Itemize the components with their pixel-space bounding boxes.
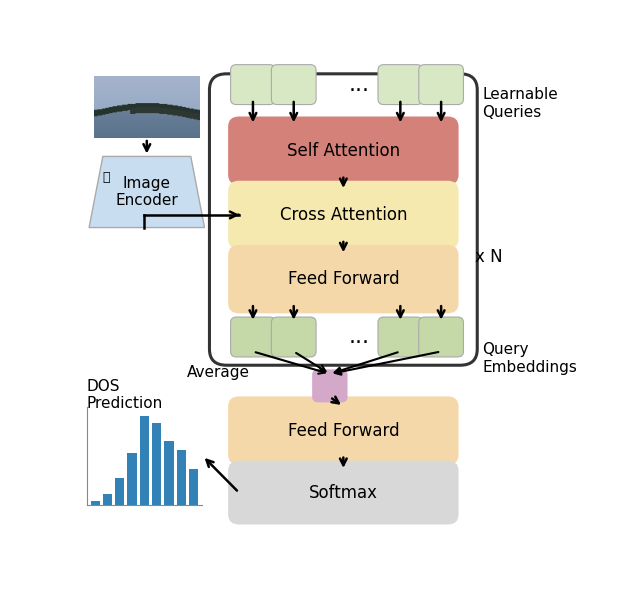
FancyBboxPatch shape [228,181,458,249]
FancyBboxPatch shape [231,317,275,357]
FancyBboxPatch shape [378,64,423,104]
Text: Feed Forward: Feed Forward [288,270,399,288]
FancyBboxPatch shape [378,317,423,357]
FancyBboxPatch shape [271,64,316,104]
FancyBboxPatch shape [228,396,458,465]
Text: ...: ... [349,74,370,95]
Text: ...: ... [349,327,370,347]
Text: Self Attention: Self Attention [287,142,400,160]
FancyBboxPatch shape [419,317,463,357]
Text: Learnable
Queries: Learnable Queries [482,88,558,120]
FancyBboxPatch shape [419,64,463,104]
Text: Softmax: Softmax [309,483,378,502]
FancyBboxPatch shape [228,116,458,185]
Text: Image
Encoder: Image Encoder [115,176,178,208]
FancyBboxPatch shape [312,370,347,402]
Text: DOS
Prediction: DOS Prediction [87,379,163,411]
Text: Query
Embeddings: Query Embeddings [482,342,577,374]
FancyBboxPatch shape [228,245,458,313]
Text: Average: Average [188,365,250,380]
FancyBboxPatch shape [228,461,458,524]
Text: x N: x N [475,249,502,266]
Text: Feed Forward: Feed Forward [288,421,399,440]
Text: Cross Attention: Cross Attention [280,206,407,224]
Text: 🔒: 🔒 [103,170,110,184]
FancyBboxPatch shape [231,64,275,104]
Polygon shape [89,156,205,228]
FancyBboxPatch shape [271,317,316,357]
